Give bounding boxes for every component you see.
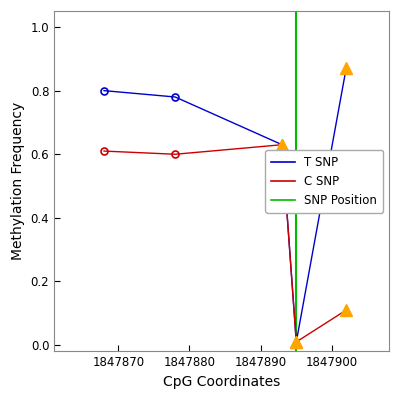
Legend: T SNP, C SNP, SNP Position: T SNP, C SNP, SNP Position [265,150,383,212]
X-axis label: CpG Coordinates: CpG Coordinates [163,375,280,389]
Y-axis label: Methylation Frequency: Methylation Frequency [11,102,25,260]
